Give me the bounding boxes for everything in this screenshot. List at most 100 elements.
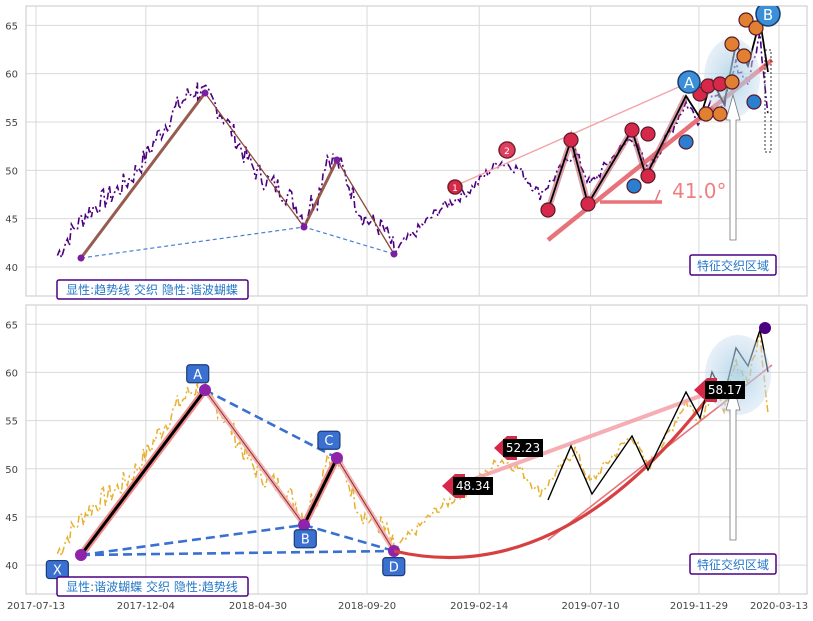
- swing-marker: [738, 12, 754, 28]
- harmonic-label-text: D: [389, 561, 399, 576]
- swing-marker: [698, 106, 714, 122]
- harmonic-label-text: C: [324, 434, 333, 449]
- marker-circle-1: [447, 179, 463, 195]
- swing-marker: [563, 132, 579, 148]
- swing-marker: [678, 134, 694, 150]
- swing-marker: [746, 94, 762, 110]
- price-line-bottom: [56, 331, 769, 559]
- marker-label-1: 1: [452, 184, 458, 194]
- trend-angle-label: 41.0°: [672, 179, 727, 203]
- pivot-dot: [201, 89, 209, 97]
- swing-marker: [624, 122, 640, 138]
- zigzag-leg-2: [204, 92, 305, 228]
- harmonic-xb-dashed: [80, 523, 305, 557]
- top-panel-frame: [25, 5, 808, 297]
- pivot-dot: [300, 223, 308, 231]
- marker-label-a: A: [684, 74, 695, 92]
- harmonic-xa-dashed: [80, 549, 395, 557]
- harmonic-label-d: D: [382, 557, 406, 577]
- x-tick-label: 2019-11-29: [670, 601, 728, 612]
- value-tag-1: 48.34: [442, 474, 493, 498]
- zigzag-leg-1: [79, 92, 207, 259]
- bottom-y-tick: 65: [5, 320, 18, 331]
- top-y-tick: 50: [5, 166, 18, 177]
- bottom-y-tick: 60: [5, 368, 18, 379]
- annotation-text-top: 特征交织区域: [697, 258, 769, 273]
- pivot-dot: [390, 250, 398, 258]
- projection-line: [454, 386, 723, 488]
- harmonic-label-b: B: [293, 529, 317, 549]
- harmonic-dot-b: [298, 519, 310, 531]
- projection-curve: [393, 394, 712, 560]
- harmonic-label-text: X: [53, 564, 62, 579]
- end-dot: [759, 322, 771, 334]
- value-tag-2-text: 52.23: [506, 441, 540, 455]
- swing-marker: [712, 106, 728, 122]
- top-y-tick: 45: [5, 215, 18, 226]
- angle-arc: [654, 189, 661, 203]
- annotation-box-top: 特征交织区域: [689, 254, 777, 276]
- value-tag-3-text: 58.17: [708, 383, 742, 397]
- top-y-tick: 65: [5, 21, 18, 32]
- zigzag-leg-3: [302, 159, 339, 228]
- top-y-tick: 60: [5, 70, 18, 81]
- pivot-dot: [333, 156, 341, 164]
- top-y-tick: 40: [5, 263, 18, 274]
- annotation-box-bottom: 特征交织区域: [689, 553, 777, 575]
- pivot-dot: [77, 254, 85, 262]
- swing-marker: [640, 168, 656, 184]
- footer-label-bottom: 显性:谐波蝴蝶 交织 隐性:趋势线: [56, 576, 249, 597]
- footer-text-top: 显性:趋势线 交织 隐性:谐波蝴蝶: [66, 282, 238, 297]
- harmonic-label-text: B: [301, 533, 310, 548]
- harmonic-label-text: A: [193, 368, 202, 383]
- x-axis-ticks: 2017-07-13 2017-12-04 2018-04-30 2018-09-20…: [7, 601, 808, 612]
- swing-marker: [724, 36, 740, 52]
- x-tick-label: 2017-12-04: [117, 601, 175, 612]
- footer-label-top: 显性:趋势线 交织 隐性:谐波蝴蝶: [56, 279, 249, 300]
- bottom-y-tick: 50: [5, 465, 18, 476]
- harmonic-label-x: X: [45, 559, 69, 580]
- harmonic-leg-ab-core: [204, 389, 305, 526]
- harmonic-dot-x: [75, 549, 87, 561]
- harmonic-bd-dashed: [303, 523, 395, 553]
- top-y-tick: 55: [5, 118, 18, 129]
- harmonic-label-a: A: [186, 364, 210, 384]
- x-tick-label: 2018-09-20: [338, 601, 396, 612]
- harmonic-leg-xa-core: [79, 389, 207, 556]
- swing-marker: [724, 74, 740, 90]
- harmonic-dot-a: [199, 384, 211, 396]
- x-tick-label: 2019-02-14: [450, 601, 508, 612]
- harmonic-labels: X A B C D: [45, 364, 406, 580]
- marker-label-2: 2: [504, 147, 510, 157]
- value-tag-1-text: 48.34: [456, 479, 490, 493]
- swing-marker: [580, 196, 596, 212]
- harmonic-label-c: C: [317, 430, 341, 450]
- value-tag-3: 58.17: [694, 378, 745, 402]
- annotation-arrow-top: [725, 93, 741, 241]
- bottom-grid: 40 45 50 55 60 65: [5, 305, 807, 594]
- harmonic-leg-bc-core: [302, 457, 339, 526]
- footer-text-bottom: 显性:谐波蝴蝶 交织 隐性:趋势线: [66, 579, 238, 594]
- annotation-text-bottom: 特征交织区域: [697, 557, 769, 572]
- zigzag-leg-4: [336, 159, 395, 255]
- x-tick-label: 2018-04-30: [229, 601, 287, 612]
- swing-marker: [640, 126, 656, 142]
- x-tick-label: 2020-03-13: [750, 601, 808, 612]
- harmonic-dot-c: [331, 452, 343, 464]
- swing-marker: [540, 202, 556, 218]
- swing-marker: [626, 178, 642, 194]
- bottom-y-tick: 55: [5, 417, 18, 428]
- marker-circle-b: [755, 6, 781, 27]
- swing-markers-top: [540, 12, 764, 218]
- bottom-y-tick: 40: [5, 561, 18, 572]
- marker-circle-a: [677, 70, 701, 94]
- harmonic-ac-dashed: [204, 388, 338, 460]
- x-tick-label: 2019-07-10: [562, 601, 620, 612]
- swing-marker: [748, 20, 764, 36]
- x-tick-label: 2017-07-13: [7, 601, 65, 612]
- value-tag-2: 52.23: [494, 436, 543, 460]
- marker-label-b: B: [763, 6, 773, 24]
- dashed-box-top: [764, 49, 772, 153]
